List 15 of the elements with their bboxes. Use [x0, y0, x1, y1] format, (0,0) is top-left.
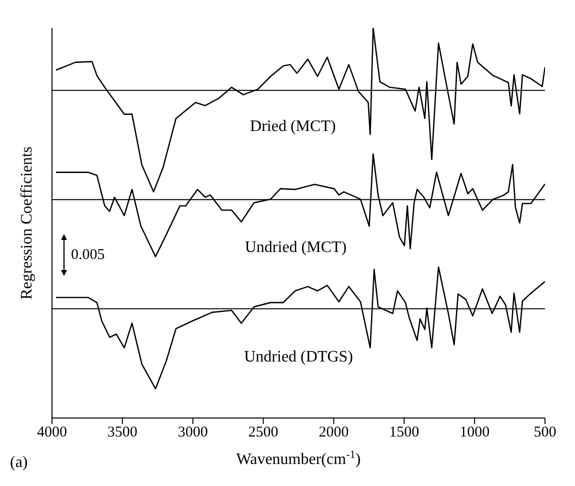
x-tick-label: 4000: [37, 424, 67, 441]
x-tick-label: 1500: [389, 424, 420, 441]
series-label: Undried (DTGS): [244, 348, 354, 366]
series-label: Dried (MCT): [250, 118, 336, 136]
series-label: Undried (MCT): [244, 239, 347, 256]
x-axis-title: Wavenumber(cm$^{-1}$): [236, 449, 361, 468]
y-axis-title: Regression Coefficients: [18, 146, 36, 300]
annotation: 0.005: [71, 246, 105, 264]
x-tick-label: 3500: [107, 424, 138, 441]
text: (a): [10, 454, 28, 472]
x-tick-label: 2500: [248, 424, 278, 441]
x-tick-label: 2000: [318, 424, 349, 441]
x-tick-label: 3000: [178, 424, 208, 441]
x-tick-label: 500: [534, 424, 556, 441]
x-tick-label: 1000: [460, 424, 490, 441]
